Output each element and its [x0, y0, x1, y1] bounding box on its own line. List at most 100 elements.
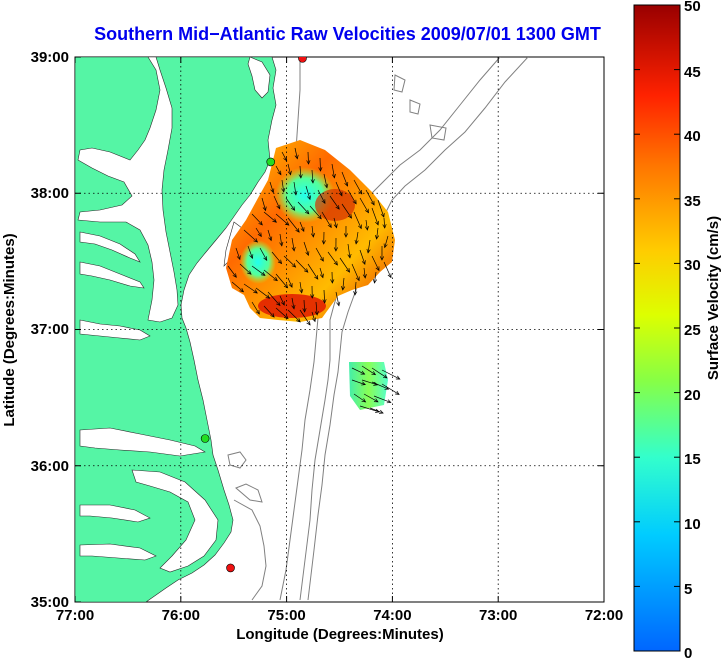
bathymetry-contour	[409, 99, 421, 115]
velocity-arrow	[347, 243, 351, 258]
velocity-arrow	[263, 211, 277, 223]
velocity-arrow	[353, 393, 366, 403]
velocity-arrow	[307, 151, 309, 165]
velocity-arrow	[251, 213, 263, 226]
velocity-arrow-head	[302, 308, 307, 313]
velocity-arrow	[287, 163, 291, 175]
velocity-arrow-head	[258, 220, 263, 226]
velocity-arrow	[335, 291, 340, 306]
velocity-arrow-head	[288, 283, 293, 288]
velocity-arrow	[355, 231, 359, 244]
velocity-arrow-head	[276, 301, 281, 307]
velocity-arrow-head	[300, 227, 305, 232]
y-tick-label: 39:00	[31, 49, 69, 66]
velocity-arrow	[285, 197, 295, 211]
velocity-arrow	[227, 265, 237, 278]
velocity-arrow	[315, 247, 324, 262]
velocity-arrow-head	[247, 270, 252, 275]
velocity-arrow-head	[281, 187, 286, 193]
velocity-arrow-head	[304, 209, 310, 215]
velocity-arrow	[281, 179, 285, 192]
velocity-arrow	[327, 251, 338, 266]
velocity-arrow-head	[370, 200, 375, 206]
velocity-arrow-head	[353, 291, 358, 296]
velocity-arrow-head	[263, 256, 268, 261]
velocity-arrow	[351, 263, 360, 281]
velocity-arrow	[353, 211, 362, 229]
velocity-arrow-head	[382, 224, 387, 229]
velocity-arrow	[299, 221, 305, 232]
velocity-arrow	[243, 229, 258, 243]
velocity-arrow-head	[361, 260, 366, 265]
velocity-arrow	[275, 213, 290, 226]
velocity-arrow-head	[386, 399, 392, 404]
velocity-arrow	[359, 197, 369, 213]
velocity-arrow	[339, 257, 350, 273]
velocity-arrow-head	[273, 276, 278, 282]
velocity-arrow	[287, 217, 300, 233]
velocity-arrow	[295, 259, 309, 273]
x-tick-label: 75:00	[267, 607, 305, 624]
velocity-arrow-head	[333, 260, 338, 266]
velocity-arrow	[323, 173, 328, 188]
x-tick-label: 73:00	[479, 607, 517, 624]
station-marker	[266, 157, 276, 167]
velocity-arrow	[323, 289, 326, 304]
velocity-arrow-head	[331, 173, 336, 179]
colorbar-tick-label: 35	[684, 193, 701, 210]
delaware-bay	[247, 57, 271, 99]
velocity-arrow-head	[295, 228, 300, 233]
velocity-arrow-head	[373, 398, 379, 403]
x-tick-label: 72:00	[585, 607, 623, 624]
velocity-arrow-head	[249, 254, 254, 259]
colorbar-tick-label: 5	[684, 581, 692, 598]
y-tick-label: 36:00	[31, 458, 69, 475]
velocity-arrow-head	[299, 288, 304, 294]
velocity-arrow-head	[379, 409, 384, 414]
pamlico-sound	[131, 469, 219, 573]
lat-lon-grid	[75, 57, 604, 602]
velocity-arrow	[369, 407, 384, 414]
velocity-arrow	[361, 379, 378, 386]
velocity-arrow	[299, 165, 302, 178]
james-river	[79, 319, 151, 341]
velocity-arrow-head	[379, 256, 385, 261]
velocity-arrow	[287, 277, 293, 288]
velocity-arrow	[271, 251, 282, 264]
velocity-arrow	[374, 271, 377, 283]
bays-and-sounds	[77, 57, 271, 573]
velocity-arrow-head	[322, 299, 327, 304]
velocity-arrow	[351, 367, 365, 375]
velocity-arrow	[307, 263, 319, 280]
velocity-arrow	[231, 281, 244, 293]
y-tick-label: 37:00	[31, 321, 69, 338]
velocity-arrow-head	[333, 247, 338, 252]
velocity-arrow-head	[358, 189, 363, 195]
bathymetry-contour	[227, 451, 247, 469]
velocity-arrow-head	[306, 320, 311, 326]
velocity-arrow	[383, 217, 386, 228]
velocity-arrow-head	[372, 278, 377, 284]
velocity-arrow	[365, 219, 368, 230]
velocity-arrow	[341, 171, 348, 187]
velocity-arrow	[331, 163, 335, 178]
velocity-arrow-head	[305, 251, 310, 257]
velocity-arrow	[235, 247, 241, 260]
velocity-arrow-head	[347, 214, 352, 219]
velocity-arrow-head	[236, 255, 241, 261]
velocity-arrow-head	[310, 294, 315, 299]
map-title: Southern Mid−Atlantic Raw Velocities 200…	[94, 24, 601, 44]
velocity-arrow	[263, 269, 278, 281]
potomac-river	[79, 231, 141, 263]
velocity-arrow-head	[291, 304, 296, 310]
velocity-arrow-head	[257, 232, 262, 238]
velocity-arrow	[309, 205, 322, 220]
velocity-arrow-head	[375, 266, 380, 272]
velocity-arrow	[247, 245, 253, 259]
velocity-arrow-head	[232, 273, 237, 278]
velocity-arrow	[376, 227, 379, 239]
station-marker	[298, 57, 307, 63]
velocity-arrow	[359, 405, 380, 413]
velocity-arrow	[255, 227, 262, 237]
